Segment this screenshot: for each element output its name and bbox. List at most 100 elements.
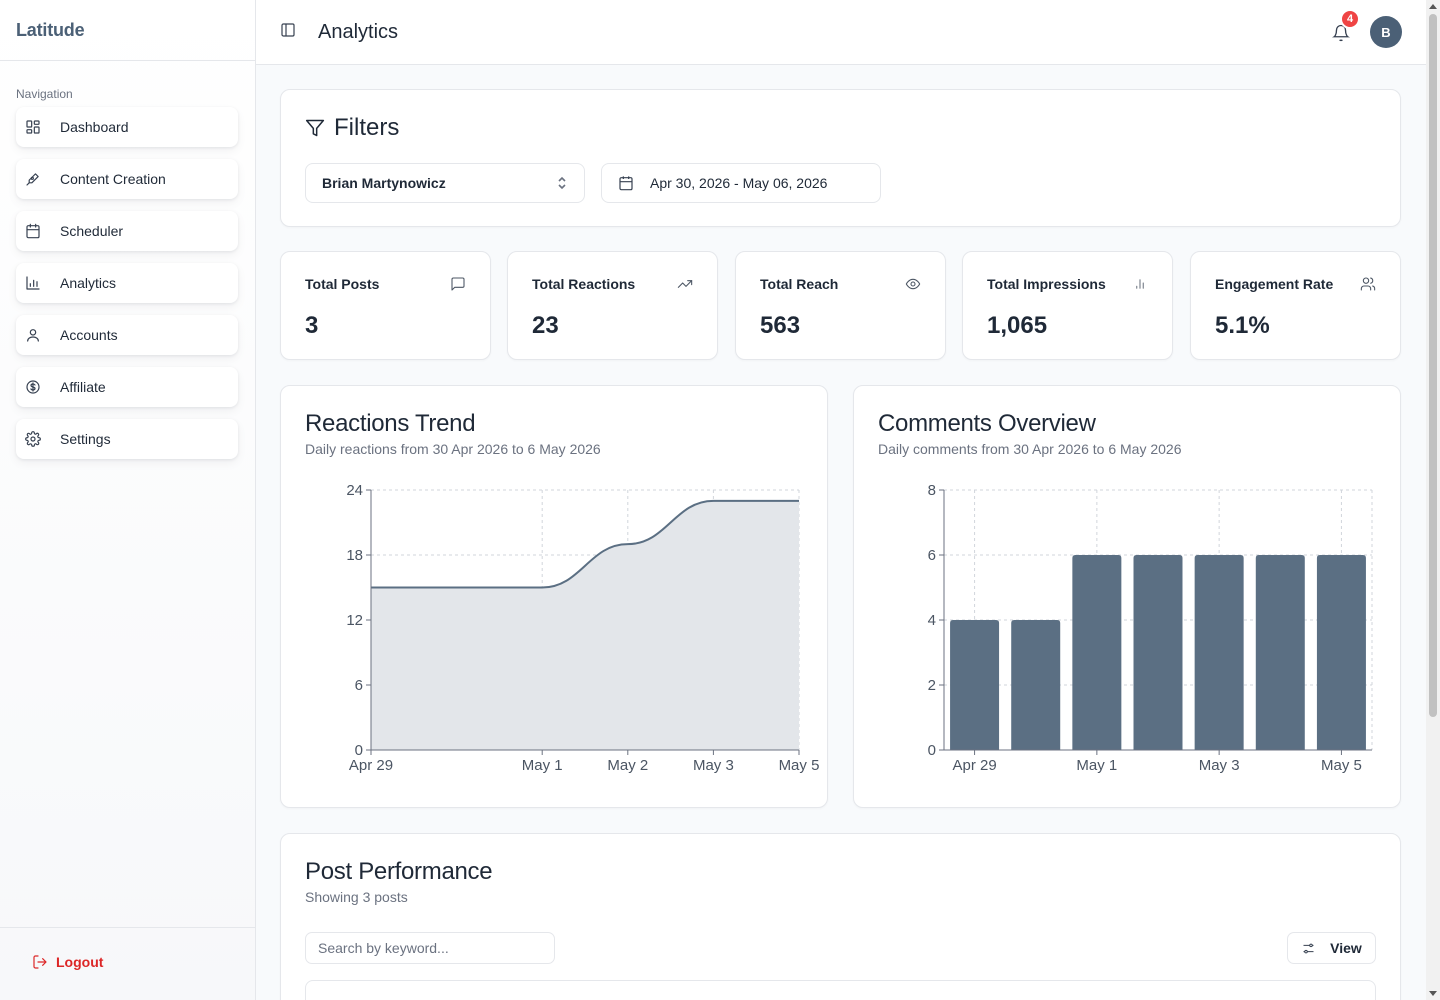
comments-bar-chart: 0 2 4 6 8 Apr 29 May 1 May 3 May 5 [928, 482, 1373, 774]
y-tick-label: 4 [928, 612, 936, 629]
brand-logo[interactable]: Latitude [0, 0, 255, 61]
notification-count-badge: 4 [1340, 9, 1360, 29]
sidebar-item-analytics[interactable]: Analytics [16, 263, 238, 303]
message-square-icon [451, 277, 465, 291]
sidebar-item-content-creation[interactable]: Content Creation [16, 159, 238, 199]
sidebar-item-settings[interactable]: Settings [16, 419, 238, 459]
stat-card-total-impressions: Total Impressions 1,065 [962, 251, 1173, 360]
sidebar-item-label: Accounts [60, 327, 118, 343]
bar-chart-icon [1136, 279, 1144, 289]
calendar-icon [26, 223, 40, 239]
trending-up-icon [677, 280, 693, 288]
account-select[interactable]: Brian Martynowicz [305, 163, 585, 203]
stat-label: Total Posts [305, 276, 380, 292]
nav-section-label: Navigation [16, 87, 73, 101]
calendar-icon [619, 176, 633, 191]
x-tick-label: Apr 29 [349, 757, 393, 774]
dollar-circle-icon [26, 380, 40, 394]
logout-section: Logout [0, 927, 255, 1000]
sliders-icon [1303, 943, 1314, 953]
sidebar-item-label: Affiliate [60, 379, 106, 395]
notifications-button[interactable]: 4 [1332, 9, 1360, 42]
bar [1255, 555, 1305, 750]
stat-value: 563 [760, 312, 801, 339]
bar [1072, 555, 1122, 750]
sidebar-item-scheduler[interactable]: Scheduler [16, 211, 238, 251]
gear-icon [25, 431, 41, 447]
header-actions: 4 B [1332, 9, 1402, 48]
stat-value: 5.1% [1215, 312, 1270, 339]
sidebar-item-label: Analytics [60, 275, 117, 291]
sidebar-item-dashboard[interactable]: Dashboard [16, 107, 238, 147]
panel-left-icon [281, 22, 295, 37]
chart-title: Reactions Trend [305, 410, 476, 437]
filters-heading: Filters [305, 114, 1376, 142]
stat-label: Total Impressions [987, 276, 1106, 292]
pen-tool-icon [26, 173, 39, 186]
chevrons-up-down-icon [558, 176, 566, 190]
stat-card-total-reach: Total Reach 563 [735, 251, 946, 360]
reactions-line [371, 499, 799, 589]
scroll-up-arrow[interactable] [1429, 4, 1437, 9]
sidebar-item-affiliate[interactable]: Affiliate [16, 367, 238, 407]
date-range-picker[interactable]: Apr 30, 2026 - May 06, 2026 [601, 163, 881, 203]
page-scrollbar[interactable] [1426, 0, 1440, 1000]
filters-title: Filters [334, 114, 400, 141]
section-subtitle: Showing 3 posts [305, 889, 408, 905]
account-select-value: Brian Martynowicz [322, 175, 446, 191]
y-tick-label: 2 [928, 677, 936, 694]
x-tick-label: May 3 [1199, 757, 1240, 774]
view-button-label: View [1330, 940, 1362, 956]
posts-table [305, 980, 1376, 1000]
page-title: Analytics [318, 20, 399, 43]
comments-overview-card: Comments Overview Daily comments from 30… [853, 385, 1401, 808]
logout-button[interactable]: Logout [32, 954, 223, 970]
view-options-button[interactable]: View [1287, 932, 1376, 964]
x-tick-label: May 5 [1321, 757, 1362, 774]
chart-title: Comments Overview [878, 410, 1096, 437]
sidebar-item-label: Dashboard [60, 119, 129, 135]
stat-card-total-reactions: Total Reactions 23 [507, 251, 718, 360]
stat-value: 1,065 [987, 312, 1048, 339]
sidebar-item-label: Content Creation [60, 171, 166, 187]
filter-icon [305, 119, 325, 137]
y-tick-label: 18 [346, 547, 363, 564]
x-tick-label: May 1 [522, 757, 563, 774]
search-input[interactable] [305, 932, 555, 964]
sidebar-toggle-button[interactable] [280, 22, 296, 43]
user-icon [27, 329, 39, 342]
y-tick-label: 0 [355, 742, 363, 759]
y-tick-label: 6 [928, 547, 936, 564]
sidebar: Latitude Navigation Dashboard Content Cr… [0, 0, 256, 1000]
stat-card-total-posts: Total Posts 3 [280, 251, 491, 360]
y-tick-label: 12 [346, 612, 363, 629]
bar [1011, 620, 1061, 750]
x-tick-label: May 3 [693, 757, 734, 774]
section-title: Post Performance [305, 858, 493, 885]
bar [1133, 555, 1183, 750]
avatar[interactable]: B [1370, 16, 1402, 48]
y-tick-label: 8 [928, 482, 936, 499]
y-tick-label: 6 [355, 677, 363, 694]
filters-card: Filters Brian Martynowicz Apr 30, 2026 -… [280, 89, 1401, 227]
reactions-area [371, 500, 799, 750]
stat-card-engagement-rate: Engagement Rate 5.1% [1190, 251, 1401, 360]
logout-icon [33, 955, 47, 969]
bar [950, 620, 1000, 750]
post-performance-card: Post Performance Showing 3 posts View [280, 833, 1401, 1000]
x-tick-label: Apr 29 [952, 757, 996, 774]
bar [1194, 555, 1244, 750]
filter-row: Brian Martynowicz Apr 30, 2026 - May 06,… [305, 163, 1376, 203]
y-tick-label: 24 [346, 482, 363, 499]
x-tick-label: May 5 [779, 757, 820, 774]
sidebar-item-label: Scheduler [60, 223, 124, 239]
stat-value: 3 [305, 312, 319, 339]
reactions-area-chart: 0 6 12 18 24 Apr 29 May 1 May 2 May 3 May 5 [346, 482, 820, 774]
sidebar-item-accounts[interactable]: Accounts [16, 315, 238, 355]
users-icon [1360, 277, 1376, 291]
scroll-down-arrow[interactable] [1429, 991, 1437, 996]
x-tick-label: May 2 [607, 757, 648, 774]
sidebar-item-label: Settings [60, 431, 111, 447]
stat-label: Engagement Rate [1215, 276, 1334, 292]
scrollbar-thumb[interactable] [1429, 14, 1437, 717]
